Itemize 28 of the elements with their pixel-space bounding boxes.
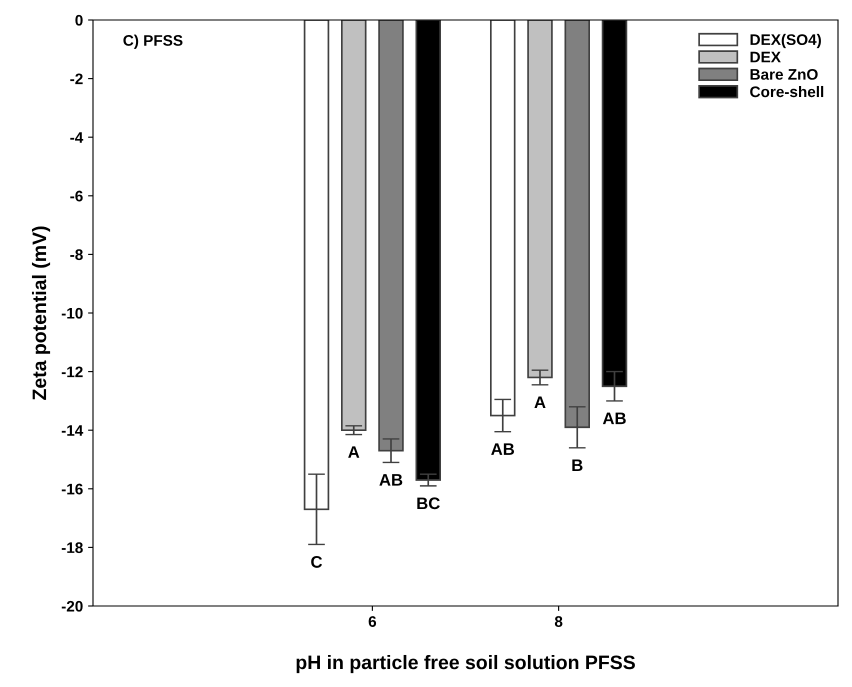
y-tick-label: -18 [62, 542, 83, 554]
legend-label: DEX [750, 52, 781, 62]
x-tick-label: 6 [368, 616, 376, 627]
data-label: BC [417, 497, 440, 510]
text: C) PFSS [123, 34, 182, 49]
y-tick-label: -4 [70, 132, 84, 143]
y-tick-label: -16 [62, 484, 83, 494]
legend-label: Core-shell [750, 86, 824, 98]
data-label: A [348, 446, 360, 458]
y-tick-label: -10 [62, 308, 83, 319]
data-label: B [572, 460, 583, 471]
data-label: A [534, 396, 546, 408]
x-tick-label: 8 [554, 616, 562, 627]
y-tick-label: -14 [62, 425, 84, 436]
y-tick-label: 0 [75, 14, 83, 26]
data-label: AB [602, 412, 626, 424]
legend-label: Bare ZnO [750, 68, 818, 80]
y-tick-label: -8 [70, 249, 83, 260]
y-tick-label: -12 [62, 366, 83, 378]
y-tick-label: -6 [70, 190, 83, 202]
x-axis-title: pH in particle free soil solution PFSS [296, 654, 635, 674]
y-axis-title: Zeta potential (mV) [32, 226, 50, 400]
legend-label: DEX(SO4) [750, 34, 821, 48]
data-label: AB [379, 474, 402, 486]
y-tick-label: -20 [62, 600, 83, 612]
y-tick-label: -2 [70, 73, 83, 84]
data-label: C [311, 556, 322, 568]
data-label: AB [491, 443, 514, 455]
